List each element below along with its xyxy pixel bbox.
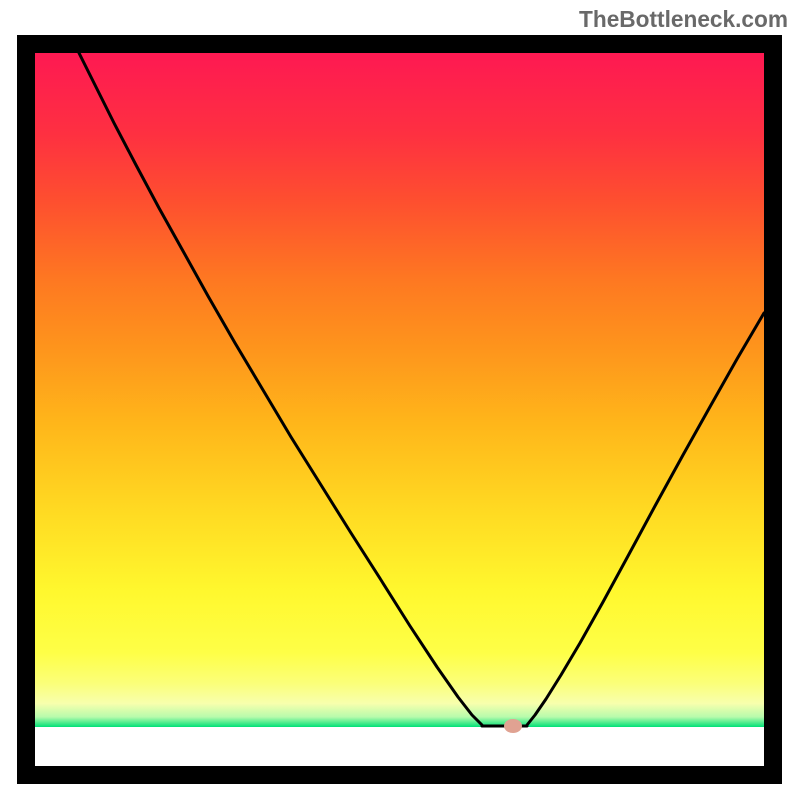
curve-path <box>79 53 764 726</box>
bottleneck-curve <box>35 53 764 766</box>
minimum-marker <box>504 719 522 733</box>
plot-area <box>35 53 764 766</box>
watermark-text: TheBottleneck.com <box>579 6 788 33</box>
